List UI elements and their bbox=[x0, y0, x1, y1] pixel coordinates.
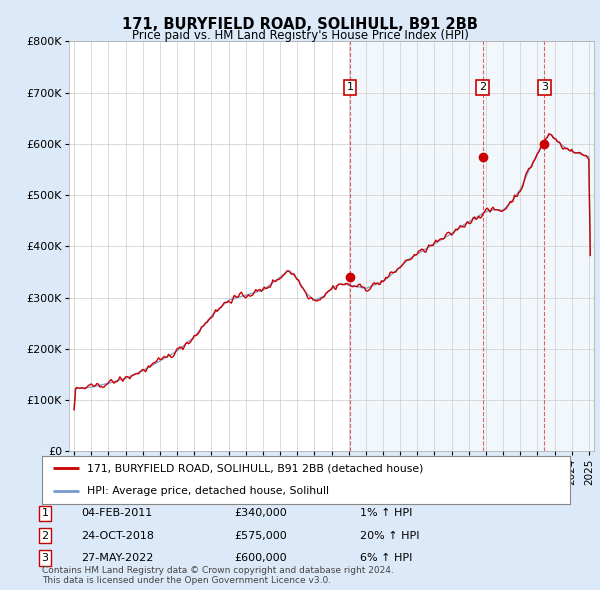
Text: 3: 3 bbox=[541, 83, 548, 93]
Bar bbox=[350, 41, 594, 451]
Text: 2: 2 bbox=[479, 83, 486, 93]
Text: 6% ↑ HPI: 6% ↑ HPI bbox=[360, 553, 412, 563]
Text: Price paid vs. HM Land Registry's House Price Index (HPI): Price paid vs. HM Land Registry's House … bbox=[131, 30, 469, 42]
Text: HPI: Average price, detached house, Solihull: HPI: Average price, detached house, Soli… bbox=[87, 486, 329, 496]
Text: 3: 3 bbox=[41, 553, 49, 563]
Text: 24-OCT-2018: 24-OCT-2018 bbox=[81, 531, 154, 540]
Text: 171, BURYFIELD ROAD, SOLIHULL, B91 2BB (detached house): 171, BURYFIELD ROAD, SOLIHULL, B91 2BB (… bbox=[87, 463, 423, 473]
Text: 1% ↑ HPI: 1% ↑ HPI bbox=[360, 509, 412, 518]
Text: Contains HM Land Registry data © Crown copyright and database right 2024.
This d: Contains HM Land Registry data © Crown c… bbox=[42, 566, 394, 585]
Text: 2: 2 bbox=[41, 531, 49, 540]
Text: 1: 1 bbox=[347, 83, 354, 93]
Text: £340,000: £340,000 bbox=[234, 509, 287, 518]
Text: £575,000: £575,000 bbox=[234, 531, 287, 540]
Text: 04-FEB-2011: 04-FEB-2011 bbox=[81, 509, 152, 518]
Text: 27-MAY-2022: 27-MAY-2022 bbox=[81, 553, 154, 563]
Text: 171, BURYFIELD ROAD, SOLIHULL, B91 2BB: 171, BURYFIELD ROAD, SOLIHULL, B91 2BB bbox=[122, 17, 478, 31]
Text: 1: 1 bbox=[41, 509, 49, 518]
Text: £600,000: £600,000 bbox=[234, 553, 287, 563]
Text: 20% ↑ HPI: 20% ↑ HPI bbox=[360, 531, 419, 540]
